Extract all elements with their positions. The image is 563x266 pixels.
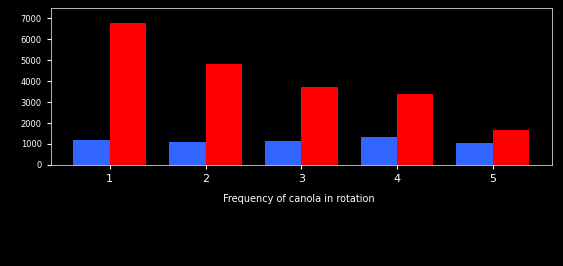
Bar (456, 143, 493, 165)
Bar (397, 94, 434, 165)
Bar (265, 141, 301, 165)
Bar (301, 88, 338, 165)
Bar (73, 140, 110, 165)
Bar (169, 142, 205, 165)
Bar (360, 137, 397, 165)
Bar (493, 130, 529, 165)
Bar (205, 64, 242, 165)
Text: Frequency of canola in rotation: Frequency of canola in rotation (222, 194, 374, 205)
Bar (110, 23, 146, 165)
